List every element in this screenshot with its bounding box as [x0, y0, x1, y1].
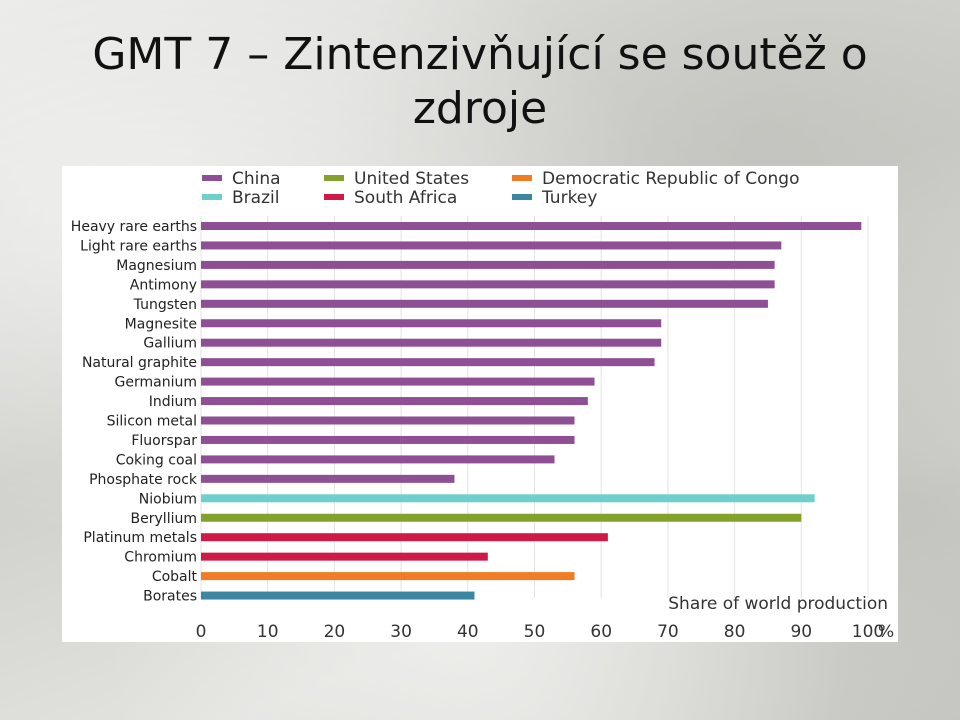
category-label-light-rare-earths: Light rare earths: [80, 238, 197, 254]
chart-bars: [201, 222, 862, 600]
bar-magnesium: [201, 260, 775, 269]
bar-phosphate-rock: [201, 474, 455, 483]
category-label-heavy-rare-earths: Heavy rare earths: [71, 219, 197, 235]
category-label-gallium: Gallium: [143, 336, 197, 352]
x-unit-label: %: [878, 622, 894, 642]
legend-item-south-africa: South Africa: [324, 188, 457, 208]
x-tick-40: 40: [457, 622, 479, 642]
x-tick-20: 20: [324, 622, 346, 642]
category-label-platinum-metals: Platinum metals: [83, 530, 197, 546]
legend-label: Brazil: [232, 188, 279, 208]
category-label-niobium: Niobium: [139, 491, 197, 507]
bar-borates: [201, 591, 475, 600]
chart-x-ticks: 0 10 20 30 40 50 60 70 80 90 100%: [196, 622, 895, 642]
category-label-borates: Borates: [143, 589, 197, 605]
legend-swatch: [202, 175, 222, 181]
x-tick-90: 90: [790, 622, 812, 642]
x-tick-30: 30: [390, 622, 412, 642]
category-label-phosphate-rock: Phosphate rock: [89, 472, 198, 488]
category-label-magnesite: Magnesite: [125, 316, 197, 332]
category-label-germanium: Germanium: [115, 375, 197, 391]
legend-label: China: [232, 169, 281, 189]
legend-swatch: [202, 194, 222, 200]
bar-antimony: [201, 280, 775, 289]
category-label-antimony: Antimony: [130, 277, 197, 293]
category-label-silicon-metal: Silicon metal: [107, 414, 197, 430]
bar-niobium: [201, 494, 815, 503]
legend-swatch: [324, 175, 344, 181]
legend-item-turkey: Turkey: [512, 188, 597, 208]
category-label-magnesium: Magnesium: [116, 258, 197, 274]
bar-light-rare-earths: [201, 241, 782, 250]
chart-panel: China Brazil United States South Africa Demo…: [62, 166, 898, 642]
bar-indium: [201, 397, 588, 406]
category-label-chromium: Chromium: [124, 550, 197, 566]
legend-swatch: [512, 175, 532, 181]
bar-magnesite: [201, 319, 662, 328]
legend-item-china: China: [202, 169, 281, 189]
legend-label: Turkey: [541, 188, 597, 208]
chart-grid: [200, 216, 869, 598]
bar-natural-graphite: [201, 358, 655, 367]
bar-platinum-metals: [201, 533, 608, 542]
x-tick-70: 70: [657, 622, 679, 642]
category-label-tungsten: Tungsten: [133, 297, 197, 313]
chart-x-axis-label: Share of world production: [668, 594, 888, 614]
bar-heavy-rare-earths: [201, 222, 862, 230]
x-tick-50: 50: [524, 622, 546, 642]
category-label-indium: Indium: [149, 394, 197, 410]
x-tick-10: 10: [257, 622, 279, 642]
bar-cobalt: [201, 572, 575, 581]
category-label-cobalt: Cobalt: [152, 569, 198, 585]
legend-swatch: [512, 194, 532, 200]
category-label-beryllium: Beryllium: [131, 511, 197, 527]
bar-beryllium: [201, 513, 802, 522]
legend-swatch: [324, 194, 344, 200]
bar-gallium: [201, 338, 662, 347]
slide-title-line-1: GMT 7 – Zintenzivňující se soutěž o: [92, 29, 868, 80]
legend-label: South Africa: [354, 188, 457, 208]
slide-title: GMT 7 – Zintenzivňující se soutěž o zdro…: [60, 28, 900, 136]
bar-coking-coal: [201, 455, 555, 464]
legend-item-united-states: United States: [324, 169, 469, 189]
bar-germanium: [201, 377, 595, 386]
legend-label: Democratic Republic of Congo: [542, 169, 800, 189]
x-tick-60: 60: [590, 622, 612, 642]
bar-tungsten: [201, 299, 768, 308]
slide-title-line-2: zdroje: [412, 83, 548, 134]
x-tick-0: 0: [196, 622, 207, 642]
legend-label: United States: [354, 169, 469, 189]
category-label-fluorspar: Fluorspar: [131, 433, 197, 449]
legend-item-democratic-republic-of-congo: Democratic Republic of Congo: [512, 169, 800, 189]
x-tick-100: 100: [852, 622, 884, 642]
bar-chromium: [201, 552, 488, 561]
x-tick-80: 80: [724, 622, 746, 642]
legend-item-brazil: Brazil: [202, 188, 279, 208]
chart-category-labels: Heavy rare earths Light rare earths Magnes…: [71, 219, 198, 605]
bar-fluorspar: [201, 435, 575, 444]
bar-silicon-metal: [201, 416, 575, 425]
category-label-coking-coal: Coking coal: [116, 452, 197, 468]
category-label-natural-graphite: Natural graphite: [82, 355, 197, 371]
